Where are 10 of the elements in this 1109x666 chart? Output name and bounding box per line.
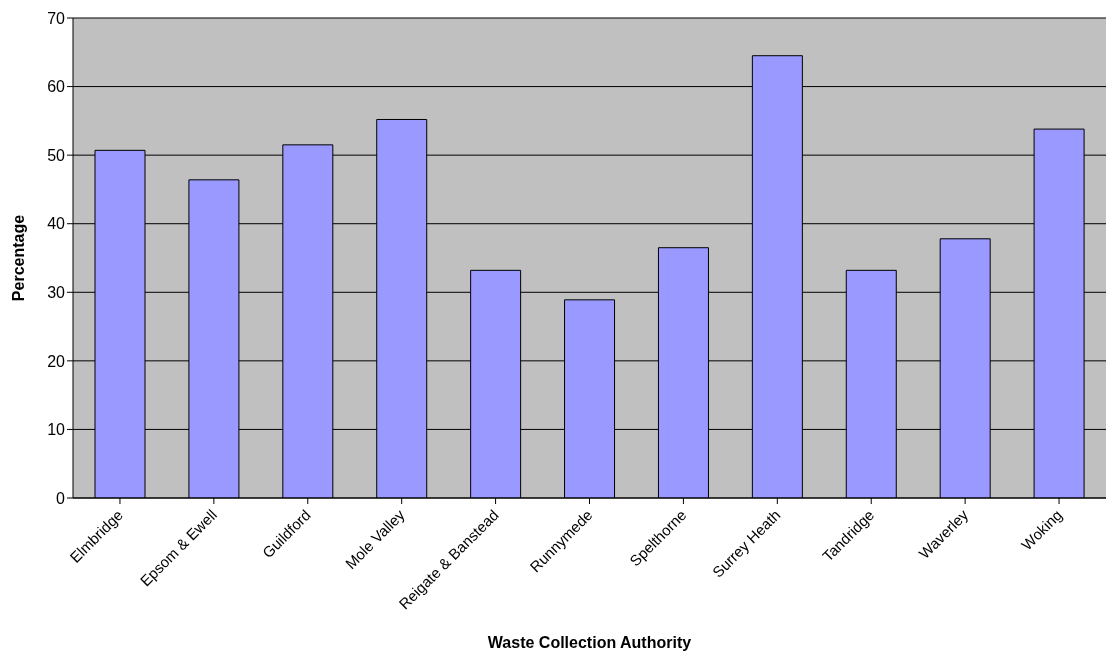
y-tick-label: 60 (47, 78, 66, 96)
y-tick-label: 20 (47, 352, 66, 370)
y-tick-label: 30 (47, 283, 66, 301)
y-tick-label: 10 (47, 421, 66, 439)
y-axis-title: Percentage (9, 214, 27, 302)
y-tick-label: 40 (47, 215, 66, 233)
y-tick-label: 0 (56, 489, 66, 507)
x-axis-title: Waste Collection Authority (487, 634, 692, 651)
y-tick-label: 70 (47, 9, 66, 27)
y-tick-label: 50 (47, 146, 66, 164)
